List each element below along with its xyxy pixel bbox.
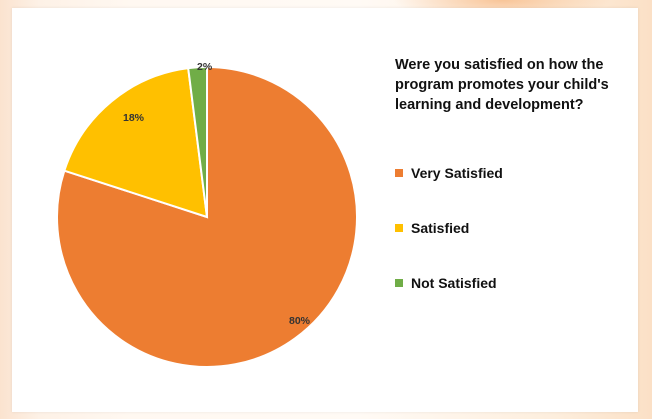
pie-slice-satisfied [63, 67, 209, 219]
pie-slice-not-satisfied [187, 65, 208, 218]
pie-chart: 80% 18% 2% [56, 61, 358, 368]
chart-panel: 80% 18% 2% Were you satisfied on how the p… [12, 8, 638, 412]
legend-item-very-satisfied: Very Satisfied [395, 165, 503, 181]
legend-item-satisfied: Satisfied [395, 220, 469, 236]
legend-label-very-satisfied: Very Satisfied [411, 165, 503, 181]
legend-swatch-satisfied [395, 224, 403, 232]
legend-item-not-satisfied: Not Satisfied [395, 275, 497, 291]
data-label-not-satisfied: 2% [197, 61, 213, 73]
data-label-very-satisfied: 80% [289, 315, 311, 327]
legend-swatch-not-satisfied [395, 279, 403, 287]
data-label-satisfied: 18% [123, 112, 145, 124]
legend-label-satisfied: Satisfied [411, 220, 470, 236]
legend-label-not-satisfied: Not Satisfied [411, 275, 497, 291]
legend-swatch-very-satisfied [395, 169, 403, 177]
chart-title: Were you satisfied on how the program pr… [395, 57, 609, 113]
